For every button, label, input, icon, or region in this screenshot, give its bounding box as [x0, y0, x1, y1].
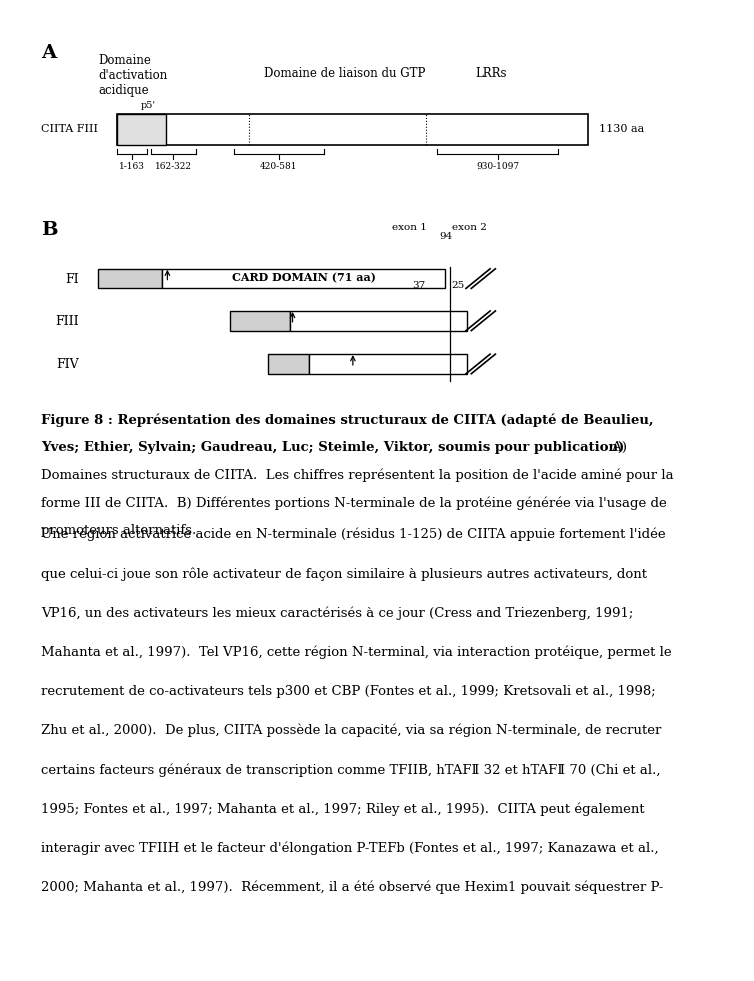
Text: LRRs: LRRs — [475, 67, 507, 79]
Text: B: B — [41, 221, 58, 238]
Text: interagir avec TFIIH et le facteur d'élongation P-TEFb (Fontes et al., 1997; Kan: interagir avec TFIIH et le facteur d'élo… — [41, 842, 659, 855]
FancyBboxPatch shape — [98, 269, 162, 288]
Text: 25: 25 — [451, 282, 464, 290]
Text: promoteurs alternatifs.: promoteurs alternatifs. — [41, 524, 197, 537]
Text: p5': p5' — [140, 101, 155, 110]
FancyBboxPatch shape — [268, 354, 309, 374]
Text: exon 1: exon 1 — [392, 223, 427, 232]
Text: Zhu et al., 2000).  De plus, CIITA possède la capacité, via sa région N-terminal: Zhu et al., 2000). De plus, CIITA possèd… — [41, 724, 662, 738]
FancyBboxPatch shape — [162, 269, 445, 288]
Text: Yves; Ethier, Sylvain; Gaudreau, Luc; Steimle, Viktor, soumis pour publication): Yves; Ethier, Sylvain; Gaudreau, Luc; St… — [41, 441, 625, 454]
Text: FI: FI — [66, 273, 79, 286]
Text: 420-581: 420-581 — [260, 162, 298, 171]
Text: forme III de CIITA.  B) Différentes portions N-terminale de la protéine générée : forme III de CIITA. B) Différentes porti… — [41, 496, 667, 510]
Text: exon 2: exon 2 — [452, 223, 487, 232]
Text: Domaine de liaison du GTP: Domaine de liaison du GTP — [264, 67, 425, 79]
Text: recrutement de co-activateurs tels p300 et CBP (Fontes et al., 1999; Kretsovali : recrutement de co-activateurs tels p300 … — [41, 685, 656, 697]
Text: 37: 37 — [412, 282, 425, 290]
Text: CIITA FIII: CIITA FIII — [41, 125, 99, 134]
Text: CARD DOMAIN (71 aa): CARD DOMAIN (71 aa) — [232, 272, 375, 284]
Text: Domaine
d'activation
acidique: Domaine d'activation acidique — [98, 54, 167, 97]
Text: 930-1097: 930-1097 — [476, 162, 520, 171]
Text: Mahanta et al., 1997).  Tel VP16, cette région N-terminal, via interaction proté: Mahanta et al., 1997). Tel VP16, cette r… — [41, 645, 672, 659]
Text: 2000; Mahanta et al., 1997).  Récemment, il a été observé que Hexim1 pouvait séq: 2000; Mahanta et al., 1997). Récemment, … — [41, 881, 664, 895]
Text: 1-163: 1-163 — [119, 162, 145, 171]
Text: certains facteurs généraux de transcription comme TFIIB, hTAFⅡ 32 et hTAFⅡ 70 (C: certains facteurs généraux de transcript… — [41, 763, 661, 777]
Text: 1995; Fontes et al., 1997; Mahanta et al., 1997; Riley et al., 1995).  CIITA peu: 1995; Fontes et al., 1997; Mahanta et al… — [41, 802, 645, 816]
FancyBboxPatch shape — [309, 354, 467, 374]
Text: FIV: FIV — [57, 358, 79, 372]
Text: 94: 94 — [439, 232, 452, 241]
Text: 1130 aa: 1130 aa — [599, 125, 645, 134]
FancyBboxPatch shape — [290, 311, 467, 331]
FancyBboxPatch shape — [117, 114, 588, 145]
Text: FIII: FIII — [56, 315, 79, 329]
Text: VP16, un des activateurs les mieux caractérisés à ce jour (Cress and Triezenberg: VP16, un des activateurs les mieux carac… — [41, 606, 634, 620]
Text: 162-322: 162-322 — [155, 162, 192, 171]
FancyBboxPatch shape — [117, 114, 166, 145]
FancyBboxPatch shape — [230, 311, 290, 331]
Text: Une région activatrice acide en N-terminale (résidus 1-125) de CIITA appuie fort: Une région activatrice acide en N-termin… — [41, 528, 666, 542]
Text: que celui-ci joue son rôle activateur de façon similaire à plusieurs autres acti: que celui-ci joue son rôle activateur de… — [41, 567, 648, 581]
Text: Figure 8 : Représentation des domaines structuraux de CIITA (adapté de Beaulieu,: Figure 8 : Représentation des domaines s… — [41, 414, 654, 428]
Text: Domaines structuraux de CIITA.  Les chiffres représentent la position de l'acide: Domaines structuraux de CIITA. Les chiff… — [41, 469, 674, 483]
Text: A: A — [41, 44, 57, 62]
Text: A): A) — [608, 441, 627, 454]
